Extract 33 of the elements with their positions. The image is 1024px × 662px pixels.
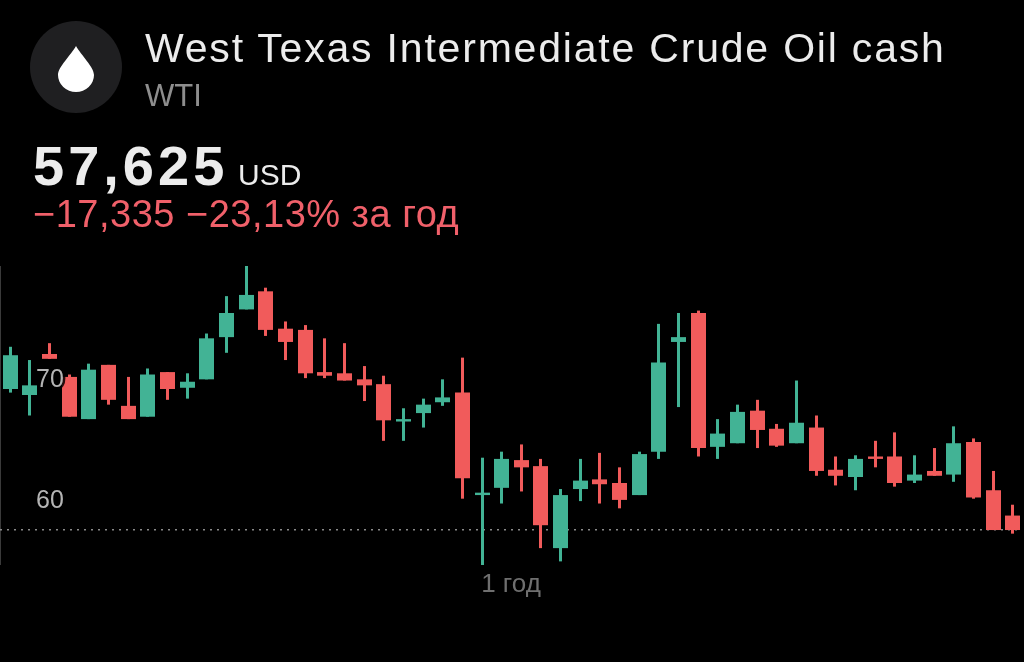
candlestick [317, 338, 332, 380]
candlestick [828, 456, 843, 486]
candlestick [160, 372, 175, 400]
y-tick-label: 70 [36, 364, 64, 393]
candlestick [396, 408, 411, 441]
candlestick [671, 313, 686, 409]
candlestick [22, 360, 37, 416]
candlestick [278, 321, 293, 362]
candlestick [239, 266, 254, 310]
candlestick [907, 455, 922, 484]
candlestick [514, 444, 529, 492]
candlestick [789, 380, 804, 445]
candlestick [769, 422, 784, 447]
candlestick [357, 366, 372, 403]
text: USD [238, 158, 302, 191]
candlestick [710, 419, 725, 459]
candlestick [848, 455, 863, 491]
candlestick [416, 398, 431, 428]
candlestick [868, 439, 883, 468]
candlestick [435, 379, 450, 406]
candlestick [573, 457, 588, 503]
candlestick [750, 398, 765, 450]
candlestick [180, 373, 195, 399]
chart-subtitle: WTI [145, 78, 202, 113]
y-tick-label: 60 [36, 484, 64, 513]
candlestick [337, 343, 352, 381]
x-axis-title: 1 год [481, 568, 541, 599]
chart-title: West Texas Intermediate Crude Oil cash [145, 25, 946, 71]
candlestick [121, 375, 136, 421]
candlestick [927, 448, 942, 476]
candlestick [612, 467, 627, 509]
candlestick [1005, 504, 1020, 534]
candlestick [592, 451, 607, 504]
